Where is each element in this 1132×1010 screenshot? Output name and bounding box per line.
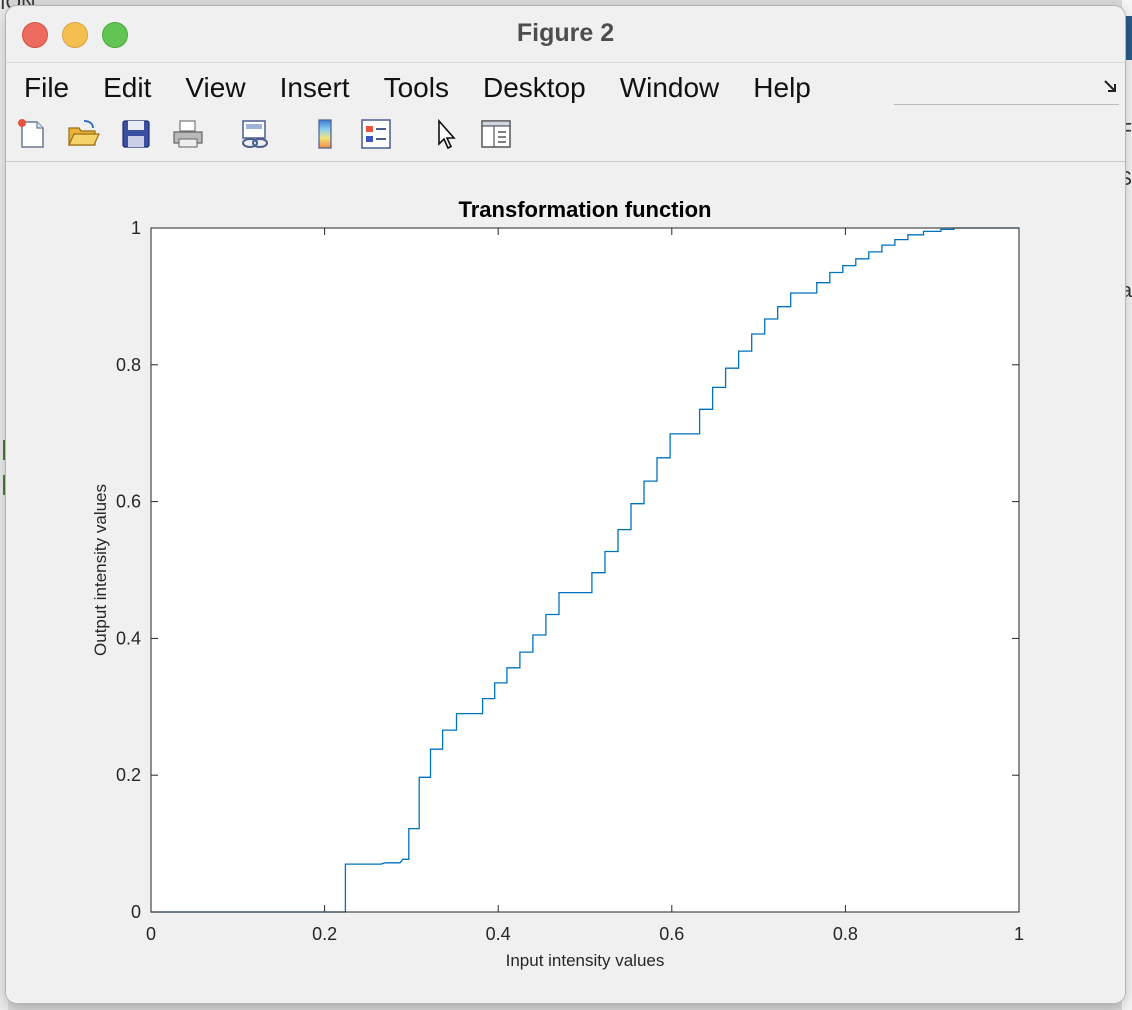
x-tick-label: 0.6	[659, 924, 684, 944]
menu-window[interactable]: Window	[619, 72, 720, 103]
chart-title: Transformation function	[459, 197, 712, 222]
plot-svg: 0 0.2 0.4 0.6 0.8 1 0 0.2 0.4 0.6 0.8 1 Transformat…	[91, 197, 1024, 970]
series-line	[151, 227, 1019, 913]
dock-arrow-icon[interactable]	[1103, 79, 1117, 93]
title-bar[interactable]: Figure 2	[6, 6, 1125, 62]
figure-window: Figure 2 File Edit View Insert Tools Des…	[6, 6, 1125, 1003]
y-tick-label: 0	[131, 902, 141, 922]
menu-bar: File Edit View Insert Tools Desktop Wind…	[6, 62, 1125, 107]
toolbar	[6, 107, 1125, 162]
background-marker	[3, 440, 7, 460]
menu-help[interactable]: Help	[753, 72, 811, 103]
menu-divider	[894, 104, 1119, 105]
background-window-edge-right	[1122, 0, 1132, 1010]
menu-tools[interactable]: Tools	[383, 72, 449, 103]
x-tick-label: 0.2	[312, 924, 337, 944]
window-title: Figure 2	[516, 19, 615, 47]
background-accent	[1124, 16, 1132, 60]
menu-edit[interactable]: Edit	[103, 72, 152, 103]
background-letter: a	[1120, 280, 1132, 302]
x-tick-label: 0.8	[833, 924, 858, 944]
y-tick-label: 0.4	[116, 628, 141, 648]
menu-file[interactable]: File	[24, 72, 70, 103]
x-axis-label: Input intensity values	[506, 951, 665, 970]
y-tick-label: 0.6	[116, 492, 141, 512]
y-axis-label: Output intensity values	[91, 484, 110, 656]
colorbar-icon[interactable]	[308, 117, 342, 151]
figure-canvas: 0 0.2 0.4 0.6 0.8 1 0 0.2 0.4 0.6 0.8 1 Transformat…	[6, 162, 1125, 1003]
axes-background[interactable]	[151, 228, 1019, 912]
background-marker	[3, 475, 7, 495]
pointer-icon[interactable]	[430, 117, 464, 151]
print-icon[interactable]	[171, 117, 205, 151]
legend-icon[interactable]	[359, 117, 393, 151]
minimize-window-button[interactable]	[62, 22, 88, 48]
save-icon[interactable]	[119, 117, 153, 151]
open-file-icon[interactable]	[66, 117, 100, 151]
y-tick-label: 0.2	[116, 765, 141, 785]
close-window-button[interactable]	[22, 22, 48, 48]
y-tick-label: 1	[131, 218, 141, 238]
maximize-window-button[interactable]	[102, 22, 128, 48]
property-inspector-icon[interactable]	[479, 117, 513, 151]
new-figure-icon[interactable]	[15, 117, 49, 151]
x-tick-label: 0	[146, 924, 156, 944]
link-icon[interactable]	[238, 117, 272, 151]
axes-box	[150, 227, 1020, 913]
background-window-edge	[0, 0, 8, 1010]
y-tick-label: 0.8	[116, 355, 141, 375]
menu-desktop[interactable]: Desktop	[482, 72, 586, 103]
x-tick-label: 0.4	[486, 924, 511, 944]
menu-view[interactable]: View	[185, 72, 246, 103]
x-tick-label: 1	[1014, 924, 1024, 944]
menu-insert[interactable]: Insert	[279, 72, 350, 103]
